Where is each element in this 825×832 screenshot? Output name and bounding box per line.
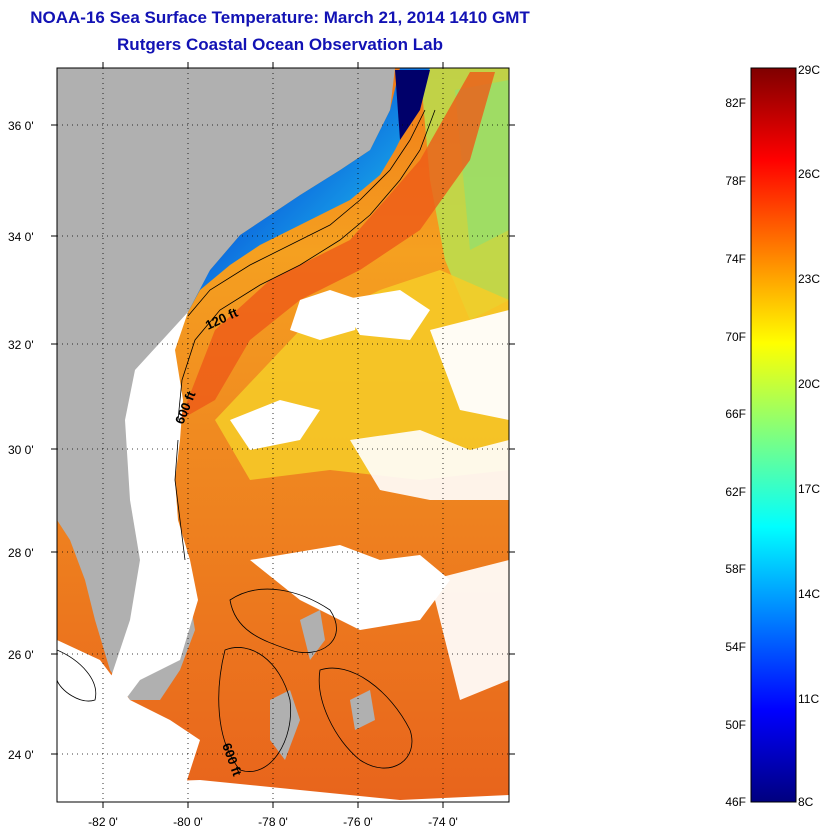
colorbar-f-label: 74F bbox=[725, 252, 746, 266]
lon-label: -80 0' bbox=[173, 815, 203, 829]
colorbar-c-label: 8C bbox=[798, 795, 814, 809]
colorbar-c-label: 14C bbox=[798, 587, 820, 601]
lon-label: -76 0' bbox=[343, 815, 373, 829]
axis-ticks bbox=[51, 62, 515, 808]
colorbar-c-label: 29C bbox=[798, 63, 820, 77]
colorbar-f-label: 50F bbox=[725, 718, 746, 732]
lat-label: 30 0' bbox=[8, 443, 34, 457]
lon-label: -78 0' bbox=[258, 815, 288, 829]
map-area bbox=[57, 68, 509, 802]
colorbar-f-label: 78F bbox=[725, 174, 746, 188]
cold-shelf-water bbox=[188, 68, 430, 312]
colorbar-c-label: 26C bbox=[798, 167, 820, 181]
lat-label: 36 0' bbox=[8, 119, 34, 133]
lat-label: 26 0' bbox=[8, 648, 34, 662]
map-subtitle: Rutgers Coastal Ocean Observation Lab bbox=[117, 35, 443, 54]
colorbar-c-label: 11C bbox=[798, 692, 819, 706]
colorbar-f-label: 62F bbox=[725, 485, 746, 499]
contour-600ft bbox=[177, 109, 436, 421]
lon-label: -82 0' bbox=[88, 815, 118, 829]
colorbar-f-label: 46F bbox=[725, 795, 746, 809]
gulf-stream bbox=[180, 72, 495, 420]
graticule bbox=[57, 68, 509, 802]
temperature-colorbar: 82F 78F 74F 70F 66F 62F 58F 54F 50F 46F … bbox=[725, 63, 820, 809]
colorbar-gradient bbox=[750, 67, 797, 803]
lat-label: 24 0' bbox=[8, 748, 34, 762]
lat-label: 34 0' bbox=[8, 230, 34, 244]
colorbar-f-label: 70F bbox=[725, 330, 746, 344]
colorbar-c-label: 23C bbox=[798, 272, 820, 286]
colorbar-f-label: 58F bbox=[725, 562, 746, 576]
lon-label: -74 0' bbox=[428, 815, 458, 829]
lat-label: 32 0' bbox=[8, 338, 34, 352]
lake-okeechobee bbox=[146, 597, 164, 613]
contour-120ft bbox=[187, 109, 426, 317]
bahamas-islands bbox=[300, 610, 325, 660]
colorbar-f-label: 66F bbox=[725, 407, 746, 421]
colorbar-f-label: 82F bbox=[725, 96, 746, 110]
lat-label: 28 0' bbox=[8, 546, 34, 560]
colorbar-c-label: 20C bbox=[798, 377, 820, 391]
colorbar-c-label: 17C bbox=[798, 482, 820, 496]
map-frame bbox=[56, 67, 510, 803]
map-title: NOAA-16 Sea Surface Temperature: March 2… bbox=[30, 8, 530, 27]
shelf-no-data bbox=[110, 312, 198, 700]
colorbar-f-label: 54F bbox=[725, 640, 746, 654]
sst-map: 36 0' 34 0' 32 0' 30 0' 28 0' 26 0' 24 0… bbox=[8, 62, 515, 829]
